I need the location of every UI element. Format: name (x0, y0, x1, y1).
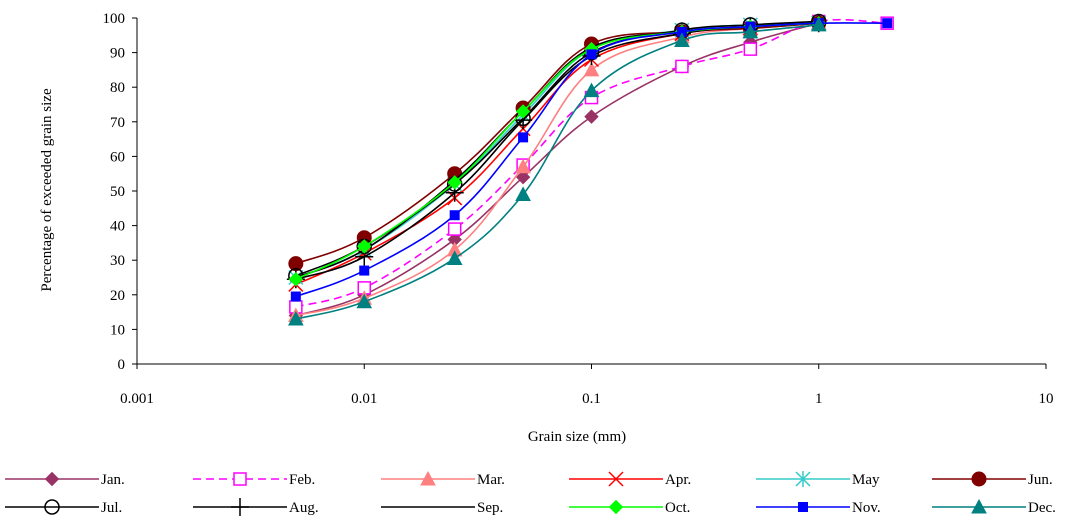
legend-marker (795, 471, 811, 487)
data-point-mar (515, 158, 531, 174)
y-tick-label: 20 (110, 288, 125, 304)
series-dec (288, 16, 827, 326)
legend-label: Jan. (101, 472, 125, 488)
legend: Jan. Feb. Mar. Apr. May Jun. Jul. Aug. Sep. Oct. N… (5, 470, 1056, 516)
data-point-dec (356, 293, 373, 309)
y-tick-label: 80 (110, 80, 125, 96)
data-point-dec (583, 82, 600, 98)
series-oct (288, 15, 826, 287)
data-point-dec (810, 16, 827, 32)
legend-label: Sep. (477, 500, 503, 516)
data-point-jan (515, 169, 531, 185)
series-line-nov (295, 22, 888, 298)
legend-label: Feb. (289, 472, 315, 488)
legend-item-aug: Aug. (193, 498, 319, 516)
legend-item-dec: Dec. (932, 498, 1056, 516)
legend-marker (608, 499, 624, 515)
legend-item-oct: Oct. (569, 499, 690, 516)
series-line-oct (295, 22, 819, 280)
legend-item-mar: Mar. (381, 470, 505, 488)
y-tick-label: 70 (110, 115, 125, 131)
data-point-dec (288, 310, 304, 326)
data-point-nov (586, 49, 597, 60)
data-point-feb (675, 59, 689, 74)
data-point-nov (882, 18, 893, 29)
series-line-jun (295, 22, 819, 265)
legend-marker (44, 471, 60, 487)
series-jan (288, 15, 826, 323)
x-axis-title: Grain size (mm) (528, 429, 626, 445)
legend-label: Apr. (665, 472, 691, 488)
legend-marker (420, 470, 436, 486)
legend-item-may: May (756, 471, 880, 488)
series-line-dec (295, 24, 819, 320)
legend-marker (608, 471, 624, 487)
series-layer (286, 13, 894, 326)
legend-item-jul: Jul. (5, 499, 122, 516)
legend-label: Aug. (289, 500, 319, 516)
data-point-nov (449, 210, 460, 221)
legend-marker (971, 471, 987, 487)
legend-label: Nov. (852, 500, 881, 516)
x-tick-label: 0.01 (351, 391, 377, 407)
legend-marker (971, 498, 987, 514)
legend-label: May (852, 472, 880, 488)
legend-item-apr: Apr. (569, 471, 691, 488)
y-tick-label: 0 (118, 357, 126, 373)
data-point-oct (357, 239, 372, 254)
legend-item-jun: Jun. (932, 471, 1053, 488)
series-line-mar (295, 22, 819, 317)
y-tick-label: 40 (110, 219, 125, 235)
series-line-jul (295, 20, 819, 277)
legend-label: Oct. (665, 500, 690, 516)
series-line-apr (295, 22, 819, 286)
legend-label: Jul. (101, 500, 122, 516)
data-point-mar (583, 61, 600, 77)
x-tick-label: 1 (815, 391, 823, 407)
x-tick-label: 0.001 (120, 391, 154, 407)
data-point-nov (518, 132, 529, 143)
data-point-dec (515, 186, 531, 201)
legend-item-feb: Feb. (193, 472, 315, 488)
data-point-dec (674, 32, 690, 47)
y-tick-label: 10 (110, 322, 125, 338)
data-point-dec (446, 250, 463, 265)
legend-label: Mar. (477, 472, 505, 488)
legend-label: Dec. (1028, 500, 1056, 516)
series-line-jan (295, 22, 819, 317)
y-tick-label: 90 (110, 46, 125, 62)
legend-marker (233, 472, 247, 486)
y-tick-label: 30 (110, 253, 125, 269)
data-point-nov (359, 265, 370, 276)
legend-item-jan: Jan. (5, 471, 125, 488)
data-point-oct (447, 175, 462, 190)
x-axis-ticks: 0.001 0.01 0.1 1 10 (120, 364, 1054, 407)
legend-marker (44, 499, 60, 515)
legend-item-nov: Nov. (756, 500, 881, 516)
data-point-nov (290, 291, 301, 302)
legend-marker (231, 498, 249, 516)
y-tick-label: 60 (110, 149, 125, 165)
data-point-feb (447, 222, 462, 236)
data-point-feb (743, 42, 758, 56)
legend-marker (798, 502, 808, 512)
y-axis-title: Percentage of exceeded grain size (39, 88, 55, 292)
x-tick-label: 0.1 (582, 391, 601, 407)
data-point-jan (584, 109, 599, 124)
data-point-oct (515, 104, 531, 119)
data-point-oct (288, 272, 304, 287)
y-axis-ticks: 0 10 20 30 40 50 60 70 80 90 100 (103, 11, 137, 373)
series-mar (288, 15, 827, 323)
y-tick-label: 100 (103, 11, 126, 27)
legend-label: Jun. (1028, 472, 1053, 488)
data-point-dec (742, 23, 759, 39)
y-tick-label: 50 (110, 184, 125, 200)
legend-item-sep: Sep. (381, 500, 503, 516)
x-tick-label: 10 (1039, 391, 1054, 407)
